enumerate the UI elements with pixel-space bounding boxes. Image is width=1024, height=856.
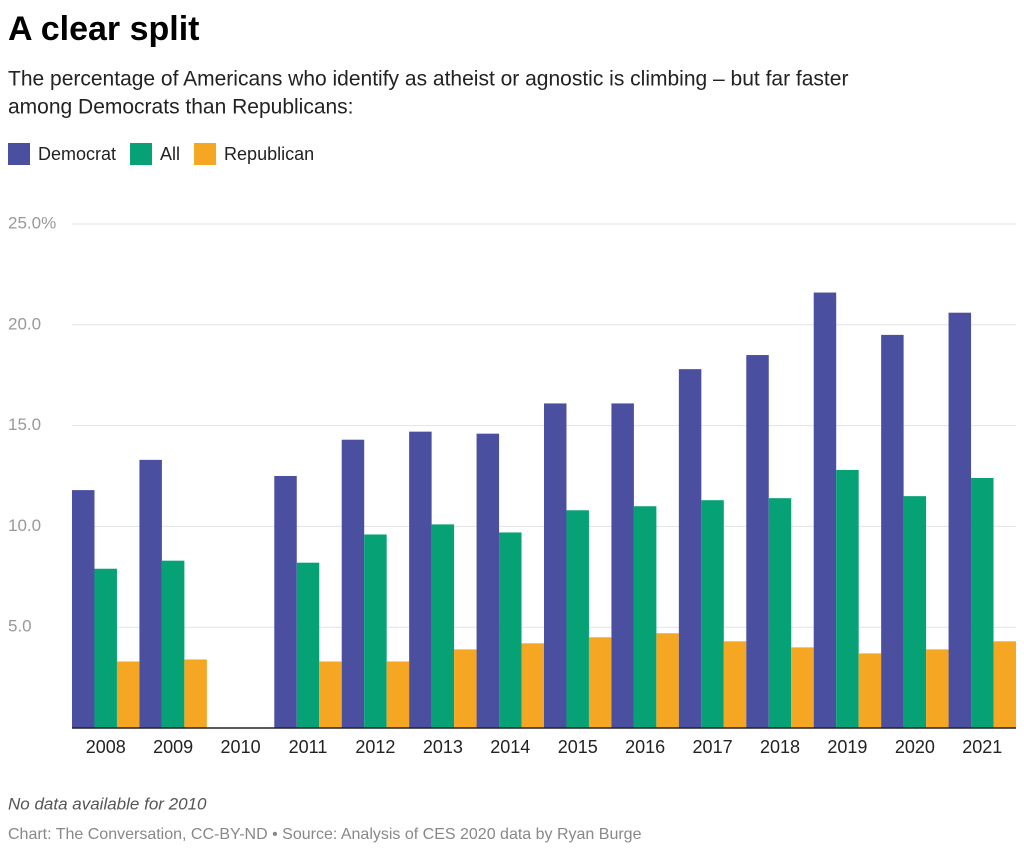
- x-tick-label: 2020: [895, 737, 935, 757]
- bar: [971, 478, 994, 728]
- subtitle: among Democrats than Republicans:: [8, 96, 354, 119]
- bar: [836, 469, 859, 728]
- bar: [341, 439, 365, 728]
- legend-swatch: [194, 143, 217, 165]
- bar: [723, 641, 747, 728]
- y-tick-label: 15.0: [8, 415, 41, 434]
- bar: [409, 431, 432, 728]
- bar: [701, 500, 724, 728]
- x-tick-label: 2021: [962, 737, 1002, 757]
- bar: [544, 403, 567, 728]
- x-tick-label: 2017: [693, 737, 733, 757]
- chart-title: A clear split: [8, 10, 199, 48]
- y-tick-label: 25.0%: [8, 213, 56, 232]
- bar: [274, 476, 297, 728]
- bar: [476, 433, 500, 728]
- x-tick-label: 2015: [558, 737, 598, 757]
- bar: [296, 562, 320, 728]
- bar: [903, 496, 927, 728]
- bar: [611, 403, 634, 728]
- note: No data available for 2010: [8, 794, 207, 813]
- legend-label: Republican: [224, 144, 314, 164]
- x-tick-label: 2011: [289, 737, 328, 757]
- bar: [319, 661, 342, 728]
- bar: [768, 498, 792, 728]
- bar: [656, 633, 679, 728]
- bar: [116, 661, 140, 728]
- bar: [184, 659, 207, 728]
- bar: [746, 355, 769, 728]
- bar: [94, 568, 117, 728]
- y-tick-label: 20.0: [8, 314, 41, 333]
- legend-swatch: [130, 143, 153, 165]
- y-tick-label: 10.0: [8, 516, 41, 535]
- bar: [521, 643, 544, 728]
- x-tick-label: 2008: [86, 737, 126, 757]
- bar: [791, 647, 814, 728]
- bar: [813, 292, 837, 728]
- subtitle: The percentage of Americans who identify…: [8, 68, 848, 91]
- bar: [454, 649, 477, 728]
- bar: [633, 506, 657, 728]
- bar: [386, 661, 410, 728]
- bar: [364, 534, 387, 728]
- x-tick-label: 2014: [490, 737, 530, 757]
- bar: [499, 532, 522, 728]
- bar: [588, 637, 612, 728]
- source: Chart: The Conversation, CC-BY-ND • Sour…: [8, 826, 642, 843]
- bar: [881, 334, 904, 728]
- bar: [161, 560, 185, 728]
- legend-label: All: [160, 144, 180, 164]
- bar: [926, 649, 949, 728]
- y-tick-label: 5.0: [8, 617, 32, 636]
- x-tick-label: 2012: [355, 737, 395, 757]
- legend-label: Democrat: [38, 144, 116, 164]
- bar: [678, 369, 702, 728]
- x-tick-label: 2013: [423, 737, 463, 757]
- bar: [566, 510, 589, 728]
- bar: [72, 490, 95, 728]
- x-tick-label: 2010: [221, 737, 261, 757]
- legend-swatch: [8, 143, 30, 165]
- x-tick-label: 2016: [625, 737, 665, 757]
- bar: [431, 524, 455, 728]
- x-tick-label: 2018: [760, 737, 800, 757]
- bar: [948, 312, 972, 728]
- bar: [139, 459, 162, 728]
- x-tick-label: 2009: [153, 737, 193, 757]
- bar: [858, 653, 882, 728]
- x-tick-label: 2019: [827, 737, 867, 757]
- bar: [993, 641, 1016, 728]
